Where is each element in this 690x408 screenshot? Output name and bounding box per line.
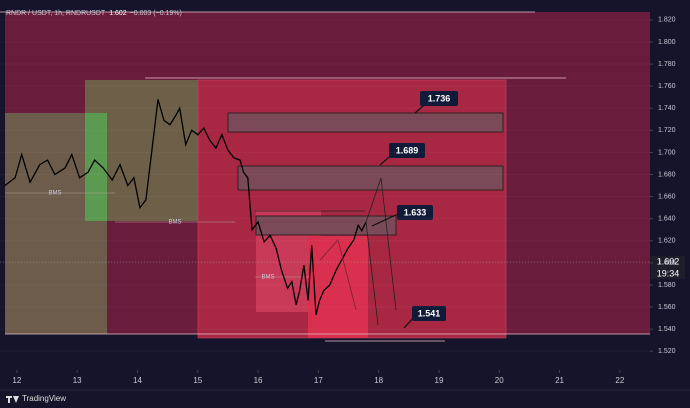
x-tick-label: 17: [314, 376, 323, 385]
bms-label: BMS: [168, 220, 181, 226]
y-tick-label: 1.740: [658, 105, 676, 112]
y-tick-label: 1.720: [658, 127, 676, 134]
x-tick-label: 12: [12, 376, 21, 385]
annotation-label: 1.736: [428, 93, 451, 103]
x-tick-label: 13: [73, 376, 82, 385]
x-tick-label: 14: [133, 376, 142, 385]
y-tick-label: 1.560: [658, 304, 676, 311]
price-line: [4, 99, 367, 315]
x-tick-label: 16: [254, 376, 263, 385]
x-tick-label: 22: [615, 376, 624, 385]
brand: TradingView: [22, 394, 66, 403]
y-tick-label: 1.800: [658, 39, 676, 46]
y-axis-panel: [650, 0, 690, 370]
price-tag-label: 1.602: [657, 256, 680, 266]
y-tick-label: 1.680: [658, 171, 676, 178]
symbol-name: RNDR / USDT, 1h, RNDRUSDT: [6, 10, 106, 17]
x-tick-label: 15: [193, 376, 202, 385]
order-block: [237, 165, 504, 191]
annotation: 1.736 1.689 1.633 1.541: [371, 91, 458, 329]
projection: [319, 239, 357, 311]
y-tick-label: 1.540: [658, 326, 676, 333]
y-tick-label: 1.700: [658, 149, 676, 156]
y-tick-label: 1.600: [658, 260, 676, 267]
last-price: 1.602: [109, 10, 127, 17]
countdown-tag: [651, 268, 685, 279]
projection: [365, 221, 379, 326]
price-change: −0.003 (−0.19%): [130, 10, 182, 17]
x-tick-label: 20: [495, 376, 504, 385]
y-tick-label: 1.660: [658, 193, 676, 200]
y-tick-label: 1.640: [658, 216, 676, 223]
zone: [85, 113, 107, 221]
y-tick-label: 1.820: [658, 17, 676, 24]
y-tick-label: 1.620: [658, 238, 676, 245]
bms-label: BMS: [48, 191, 61, 197]
price-tag: [651, 256, 685, 268]
logo: [6, 396, 19, 403]
bms-label: BMS: [261, 275, 274, 281]
projection: [365, 177, 397, 311]
y-tick-label: 1.520: [658, 348, 676, 355]
annotation-label: 1.633: [404, 207, 427, 217]
y-tick-label: 1.780: [658, 61, 676, 68]
annotation-label: 1.689: [396, 145, 419, 155]
order-block: [227, 112, 504, 133]
y-tick-label: 1.580: [658, 282, 676, 289]
symbol: RNDR / USDT, 1h, RNDRUSDT 1.602 −0.003 (−0…: [6, 10, 182, 17]
annotation-label: 1.541: [418, 308, 441, 318]
x-tick-label: 21: [555, 376, 564, 385]
x-tick-label: 19: [435, 376, 444, 385]
zone: [308, 236, 368, 338]
x-tick-label: 18: [374, 376, 383, 385]
countdown-label: 19:34: [657, 268, 680, 278]
y-tick-label: 1.760: [658, 83, 676, 90]
